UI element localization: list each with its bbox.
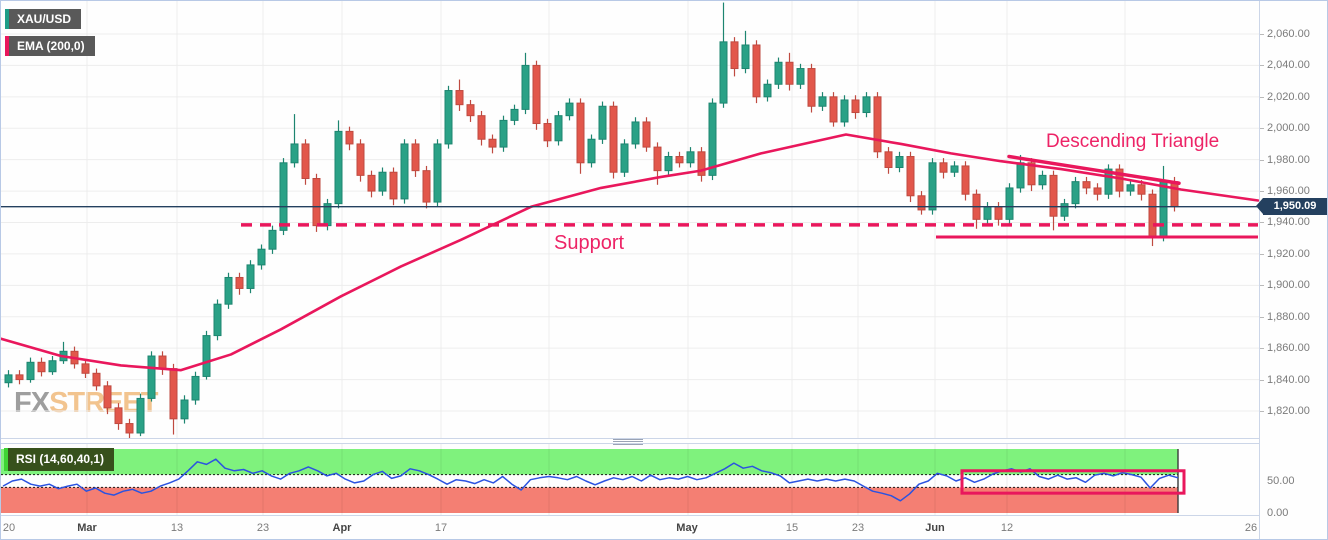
price-tickmark (1260, 410, 1264, 412)
price-tickmark (1260, 33, 1264, 35)
time-tick: 23 (256, 522, 270, 534)
ema-accent-bar (5, 36, 9, 56)
price-tickmark (1260, 159, 1264, 161)
legend-ema[interactable]: EMA (200,0) (5, 36, 95, 56)
time-tick: 20 (2, 522, 16, 534)
price-tick: 1,960.00 (1267, 185, 1310, 198)
rsi-tick: 50.00 (1267, 475, 1295, 487)
price-tick: 1,980.00 (1267, 153, 1310, 166)
pane-resize-handle[interactable] (613, 439, 643, 445)
time-tick: 17 (434, 522, 448, 534)
time-tick: 23 (851, 522, 865, 534)
rsi-tick: 0.00 (1267, 507, 1289, 519)
price-tick: 1,900.00 (1267, 279, 1310, 292)
symbol-accent-bar (5, 9, 9, 29)
symbol-label: XAU/USD (9, 9, 82, 29)
time-tick: Apr (332, 522, 352, 534)
price-tickmark (1260, 253, 1264, 255)
rsi-chart-canvas[interactable] (1, 444, 1259, 515)
price-axis[interactable]: 2,060.00 2,040.00 2,020.00 2,000.00 1,980.00… (1256, 1, 1327, 539)
time-tick: 13 (170, 522, 184, 534)
pane-divider[interactable] (1, 438, 1259, 445)
price-tag-arrow-icon (1256, 198, 1263, 214)
price-tickmark (1260, 96, 1264, 98)
rsi-label: RSI (14,60,40,1) (8, 448, 115, 471)
price-tick: 2,000.00 (1267, 122, 1310, 135)
time-tick: Mar (77, 522, 97, 534)
price-tick: 2,060.00 (1267, 27, 1310, 40)
price-tick: 1,820.00 (1267, 404, 1310, 417)
price-tickmark (1260, 128, 1264, 130)
current-price-value: 1,950.09 (1273, 200, 1317, 212)
time-tick: 26 (1244, 522, 1258, 534)
price-tick: 1,940.00 (1267, 216, 1310, 229)
price-tickmark (1260, 222, 1264, 224)
legend-rsi[interactable]: RSI (14,60,40,1) (4, 448, 115, 471)
price-tickmark (1260, 285, 1264, 287)
rsi-accent-bar (4, 448, 8, 471)
rsi-pane[interactable]: RSI (14,60,40,1) (1, 444, 1259, 515)
annotation-support[interactable]: Support (554, 232, 625, 254)
price-tickmark (1260, 191, 1264, 193)
price-tickmark (1260, 379, 1264, 381)
watermark-fx: FX (14, 387, 50, 419)
price-tickmark (1260, 348, 1264, 350)
ema-label: EMA (200,0) (9, 36, 95, 56)
time-tick: Jun (925, 522, 945, 534)
price-tickmark (1260, 65, 1264, 67)
price-tick: 2,040.00 (1267, 59, 1310, 72)
time-tick: 15 (785, 522, 799, 534)
price-tick: 1,880.00 (1267, 310, 1310, 323)
annotation-descending-triangle[interactable]: Descending Triangle (1046, 131, 1220, 152)
legend-symbol[interactable]: XAU/USD (5, 9, 95, 29)
time-axis[interactable]: 20 Mar 13 23 Apr 17 May 15 23 Jun 12 26 (1, 515, 1327, 539)
current-price-tag: 1,950.09 (1256, 198, 1327, 215)
price-tick: 1,840.00 (1267, 373, 1310, 386)
main-price-pane[interactable]: FXSTREET XAU/USD EMA (200,0) Descending … (1, 1, 1259, 438)
chart-legend: XAU/USD EMA (200,0) (5, 9, 95, 63)
price-tick: 1,860.00 (1267, 342, 1310, 355)
time-tick: May (676, 522, 698, 534)
price-tick: 1,920.00 (1267, 247, 1310, 260)
price-chart-canvas[interactable] (1, 1, 1259, 438)
price-tick: 2,020.00 (1267, 90, 1310, 103)
price-tickmark (1260, 316, 1264, 318)
time-tick: 12 (1000, 522, 1014, 534)
